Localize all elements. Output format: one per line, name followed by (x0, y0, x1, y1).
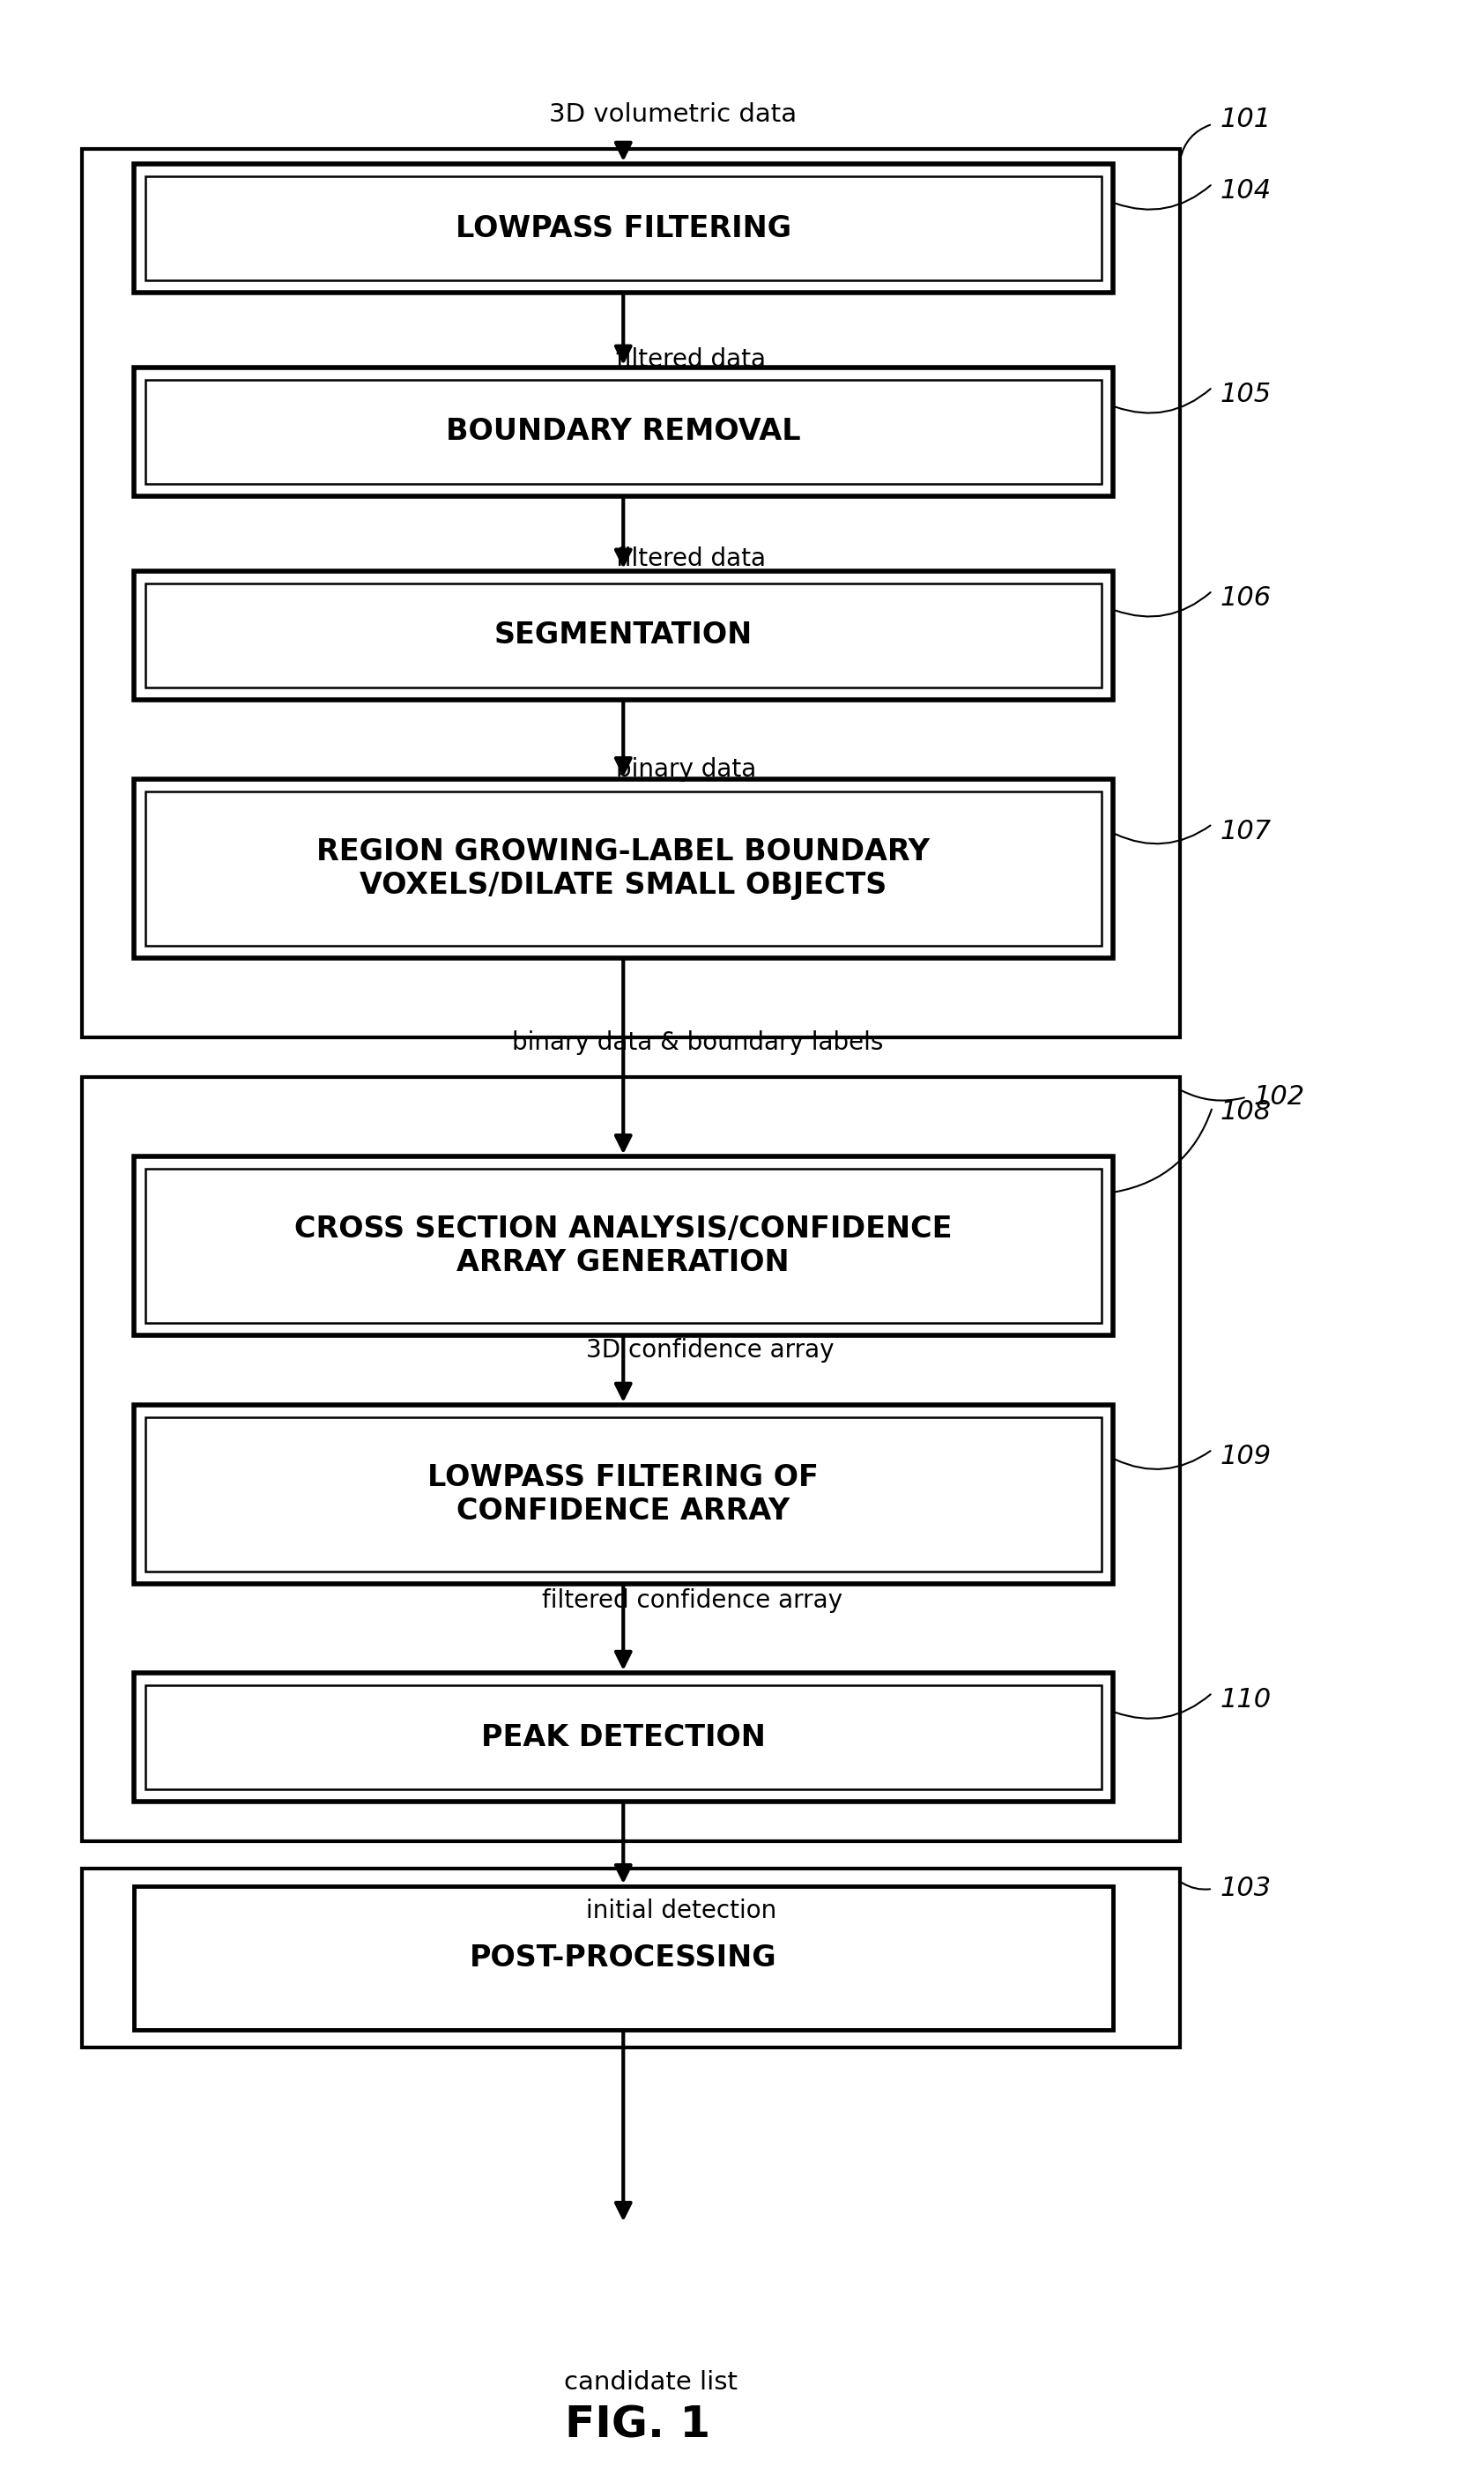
Text: FIG. 1: FIG. 1 (565, 2403, 711, 2447)
Bar (134, 367, 1113, 496)
Text: 3D confidence array: 3D confidence array (586, 1338, 834, 1363)
Text: binary data & boundary labels: binary data & boundary labels (512, 1030, 883, 1055)
Text: 110: 110 (1220, 1688, 1272, 1713)
Bar (82, 1869, 1180, 2048)
Text: 101: 101 (1220, 107, 1272, 132)
Bar (145, 1417, 1101, 1571)
Text: BOUNDARY REMOVAL: BOUNDARY REMOVAL (445, 417, 801, 447)
Text: 106: 106 (1220, 586, 1272, 611)
Bar (145, 583, 1101, 688)
Text: 3D volumetric data: 3D volumetric data (549, 102, 797, 127)
Bar (134, 1157, 1113, 1335)
Text: LOWPASS FILTERING OF
CONFIDENCE ARRAY: LOWPASS FILTERING OF CONFIDENCE ARRAY (427, 1462, 819, 1526)
Bar (145, 1169, 1101, 1323)
Bar (82, 149, 1180, 1037)
Text: 102: 102 (1254, 1085, 1306, 1109)
Bar (134, 1886, 1113, 2030)
Text: POST-PROCESSING: POST-PROCESSING (469, 1943, 778, 1973)
Text: filtered data: filtered data (616, 546, 766, 571)
Bar (145, 176, 1101, 280)
Text: filtered confidence array: filtered confidence array (542, 1588, 841, 1613)
Bar (145, 380, 1101, 484)
Text: 104: 104 (1220, 179, 1272, 204)
Bar (82, 1077, 1180, 1842)
Text: CROSS SECTION ANALYSIS/CONFIDENCE
ARRAY GENERATION: CROSS SECTION ANALYSIS/CONFIDENCE ARRAY … (294, 1214, 953, 1278)
Bar (145, 792, 1101, 946)
Text: 108: 108 (1220, 1100, 1272, 1124)
Bar (134, 1673, 1113, 1802)
Text: filtered data: filtered data (616, 347, 766, 372)
Text: SEGMENTATION: SEGMENTATION (494, 620, 752, 650)
Bar (134, 571, 1113, 700)
Bar (134, 1405, 1113, 1584)
Text: initial detection: initial detection (586, 1899, 776, 1924)
Text: 109: 109 (1220, 1445, 1272, 1469)
Text: REGION GROWING-LABEL BOUNDARY
VOXELS/DILATE SMALL OBJECTS: REGION GROWING-LABEL BOUNDARY VOXELS/DIL… (316, 836, 930, 901)
Bar (145, 1685, 1101, 1790)
Text: LOWPASS FILTERING: LOWPASS FILTERING (456, 213, 791, 243)
Bar (134, 164, 1113, 293)
Bar (134, 779, 1113, 958)
Text: PEAK DETECTION: PEAK DETECTION (481, 1723, 766, 1752)
Text: 105: 105 (1220, 382, 1272, 407)
Text: binary data: binary data (616, 757, 757, 782)
Text: candidate list: candidate list (564, 2370, 738, 2395)
Text: 107: 107 (1220, 819, 1272, 844)
Text: 103: 103 (1220, 1876, 1272, 1901)
